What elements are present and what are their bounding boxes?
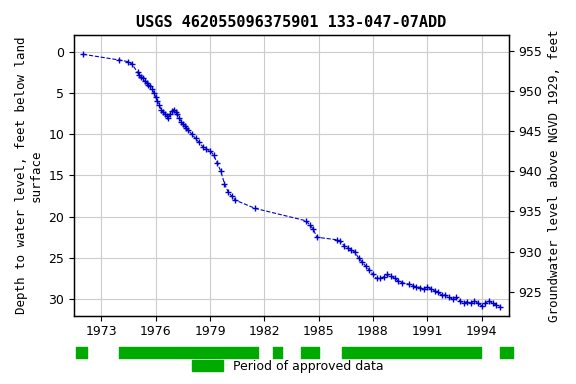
Legend: Period of approved data: Period of approved data: [187, 355, 389, 378]
Y-axis label: Depth to water level, feet below land
surface: Depth to water level, feet below land su…: [15, 37, 43, 314]
Title: USGS 462055096375901 133-047-07ADD: USGS 462055096375901 133-047-07ADD: [137, 15, 446, 30]
Y-axis label: Groundwater level above NGVD 1929, feet: Groundwater level above NGVD 1929, feet: [548, 29, 561, 322]
